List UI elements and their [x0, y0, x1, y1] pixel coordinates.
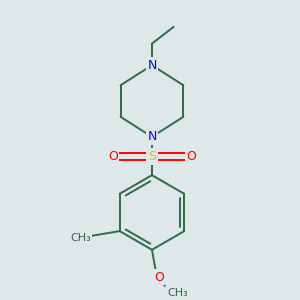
- Text: O: O: [154, 271, 164, 284]
- Text: O: O: [108, 150, 118, 163]
- Text: N: N: [147, 130, 157, 143]
- Text: O: O: [186, 150, 196, 163]
- Text: S: S: [148, 150, 156, 163]
- Text: CH₃: CH₃: [70, 233, 91, 243]
- Text: N: N: [147, 59, 157, 72]
- Text: CH₃: CH₃: [167, 288, 188, 298]
